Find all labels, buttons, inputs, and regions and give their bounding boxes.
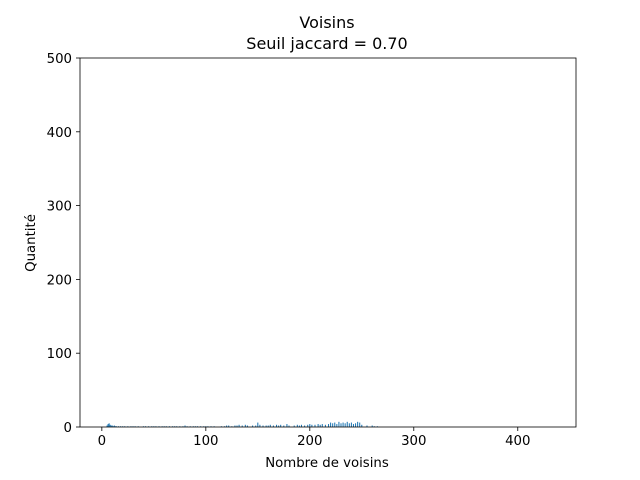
- histogram-bar: [330, 422, 332, 427]
- histogram-bar: [257, 422, 259, 427]
- histogram-bar: [361, 424, 363, 427]
- histogram-bar: [278, 425, 280, 427]
- histogram-bar: [304, 425, 306, 427]
- histogram-bar: [228, 425, 230, 427]
- histogram-bar: [238, 424, 240, 427]
- histogram-bar: [111, 425, 113, 427]
- histogram-bar: [293, 425, 295, 427]
- histogram-bar: [236, 425, 238, 427]
- histogram-bar: [272, 425, 274, 427]
- histogram-bar: [359, 422, 361, 427]
- x-tick-label: 200: [297, 434, 322, 449]
- histogram-bar: [241, 425, 243, 427]
- histogram-bar: [311, 424, 313, 427]
- x-tick-label: 300: [401, 434, 426, 449]
- histogram-bar: [252, 425, 254, 427]
- histogram-bar: [317, 424, 319, 427]
- chart-title: Voisins: [299, 13, 354, 32]
- histogram-bar: [332, 423, 334, 427]
- histogram-bar: [371, 425, 373, 427]
- chart-subtitle: Seuil jaccard = 0.70: [246, 34, 407, 53]
- histogram-bar: [280, 424, 282, 427]
- histogram-bar: [259, 424, 261, 427]
- histogram-bar: [366, 425, 368, 427]
- y-axis-label: Quantité: [23, 214, 39, 272]
- histogram-bar: [286, 424, 288, 427]
- y-tick-label: 400: [47, 126, 72, 141]
- histogram-bar: [276, 424, 278, 427]
- histogram-bar: [226, 425, 228, 427]
- histogram-bar: [350, 422, 352, 427]
- histogram-bar: [109, 424, 111, 427]
- histogram-bar: [296, 424, 298, 427]
- histogram-bar: [352, 424, 354, 427]
- histogram-bar: [106, 425, 108, 427]
- histogram-bar: [342, 422, 344, 427]
- histogram-bar: [107, 424, 109, 427]
- histogram-bar: [336, 424, 338, 427]
- histogram-bar: [328, 424, 330, 427]
- histogram-bar: [355, 423, 357, 427]
- histogram-bar: [234, 425, 236, 427]
- x-axis-label: Nombre de voisins: [265, 456, 389, 471]
- histogram-bar: [319, 424, 321, 427]
- histogram-bar: [340, 423, 342, 427]
- histogram-bar: [246, 425, 248, 427]
- bars-group: [106, 421, 378, 427]
- plot-frame: [79, 57, 577, 428]
- histogram-bar: [283, 425, 285, 427]
- histogram-bar: [108, 423, 110, 427]
- histogram-bar: [344, 423, 346, 427]
- histogram-bar: [321, 424, 323, 427]
- histogram-bar: [307, 424, 309, 427]
- histogram-bar: [184, 425, 186, 427]
- histogram-bar: [348, 423, 350, 427]
- histogram-bar: [288, 425, 290, 427]
- histogram-bar: [346, 421, 348, 427]
- histogram-bar: [255, 425, 257, 427]
- x-tick-label: 400: [505, 434, 530, 449]
- y-tick-label: 500: [47, 52, 72, 67]
- histogram-bar: [265, 425, 267, 427]
- x-tick-label: 100: [193, 434, 218, 449]
- y-tick-label: 0: [64, 421, 72, 436]
- histogram-bar: [314, 424, 316, 427]
- histogram-bar: [338, 421, 340, 427]
- y-tick-label: 200: [47, 273, 72, 288]
- histogram-bar: [298, 425, 300, 427]
- histogram-bar: [309, 424, 311, 427]
- histogram-bar: [110, 425, 112, 427]
- histogram-bar: [334, 422, 336, 427]
- histogram-bar: [269, 424, 271, 427]
- y-tick-label: 100: [47, 347, 72, 362]
- y-tick-label: 300: [47, 200, 72, 215]
- histogram-bar: [300, 424, 302, 427]
- histogram-bar: [113, 425, 115, 427]
- histogram-bar: [357, 421, 359, 427]
- histogram-bar: [244, 424, 246, 427]
- y-axis-ticks: 0 100 200 300 400 500: [47, 52, 80, 436]
- x-axis-ticks: 0 100 200 300 400: [98, 427, 530, 449]
- histogram-bar: [262, 425, 264, 427]
- histogram-bar: [267, 425, 269, 427]
- histogram-bar: [324, 424, 326, 427]
- x-tick-label: 0: [98, 434, 106, 449]
